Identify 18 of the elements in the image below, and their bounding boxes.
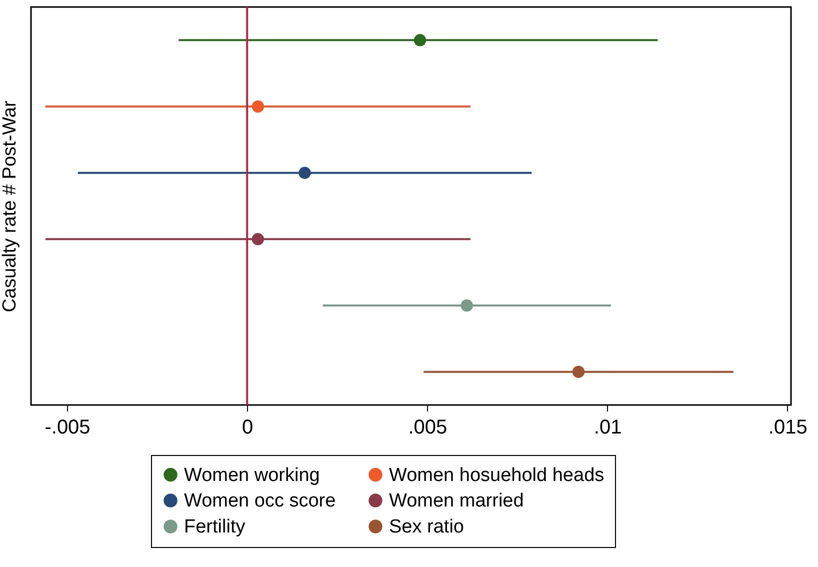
legend-label: Women working bbox=[184, 464, 320, 486]
point bbox=[414, 34, 426, 46]
x-tick-label: 0 bbox=[242, 416, 254, 438]
x-tick-label: -.005 bbox=[44, 416, 90, 438]
point bbox=[460, 299, 473, 312]
legend-label: Fertility bbox=[184, 516, 246, 538]
legend-label: Sex ratio bbox=[389, 516, 464, 538]
point bbox=[572, 366, 585, 378]
x-tick-label: .01 bbox=[594, 416, 622, 438]
legend-label: Women occ score bbox=[184, 490, 336, 512]
x-tick-label: .005 bbox=[408, 416, 448, 438]
point bbox=[252, 233, 264, 246]
legend-label: Women married bbox=[389, 490, 524, 512]
point bbox=[298, 166, 311, 179]
x-tick-label: .015 bbox=[768, 416, 808, 438]
legend-label: Women hosuehold heads bbox=[389, 464, 604, 486]
point bbox=[252, 100, 264, 113]
y-axis-title: Casualty rate # Post-War bbox=[0, 100, 20, 312]
